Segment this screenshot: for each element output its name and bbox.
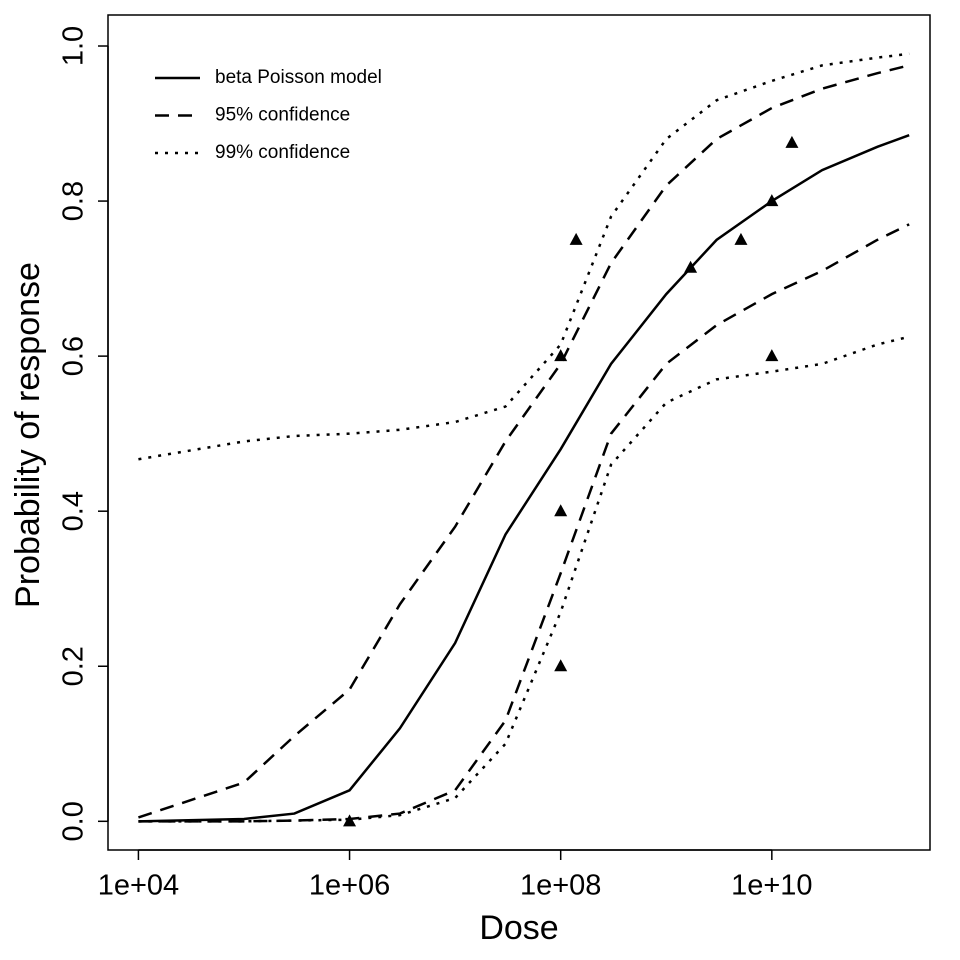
- curve: [138, 335, 910, 823]
- legend-label: beta Poisson model: [215, 67, 382, 88]
- data-point: [554, 504, 568, 517]
- y-tick-label: 0.2: [58, 646, 90, 686]
- y-axis-title: Probability of response: [9, 262, 47, 608]
- x-tick-label: 1e+04: [98, 870, 179, 902]
- y-tick-label: 0.0: [58, 801, 90, 841]
- data-point: [343, 814, 357, 827]
- x-tick-label: 1e+06: [309, 870, 390, 902]
- legend-label: 95% confidence: [215, 105, 350, 126]
- y-tick-label: 0.4: [58, 491, 90, 531]
- plot-frame: [107, 14, 931, 851]
- data-point: [554, 659, 568, 672]
- data-point: [569, 232, 583, 245]
- data-point: [765, 194, 779, 207]
- data-point: [785, 135, 799, 148]
- y-tick-label: 1.0: [58, 26, 90, 66]
- y-tick-label: 0.6: [58, 336, 90, 376]
- legend-label: 99% confidence: [215, 142, 350, 163]
- curve: [138, 64, 910, 819]
- curve: [138, 133, 910, 823]
- y-tick-label: 0.8: [58, 181, 90, 221]
- data-point: [765, 349, 779, 362]
- x-axis-title: Dose: [479, 909, 558, 947]
- x-tick-label: 1e+08: [520, 870, 601, 902]
- data-point: [554, 349, 568, 362]
- data-point: [684, 260, 698, 273]
- x-tick-label: 1e+10: [731, 870, 812, 902]
- data-point: [734, 232, 748, 245]
- curve: [138, 223, 910, 823]
